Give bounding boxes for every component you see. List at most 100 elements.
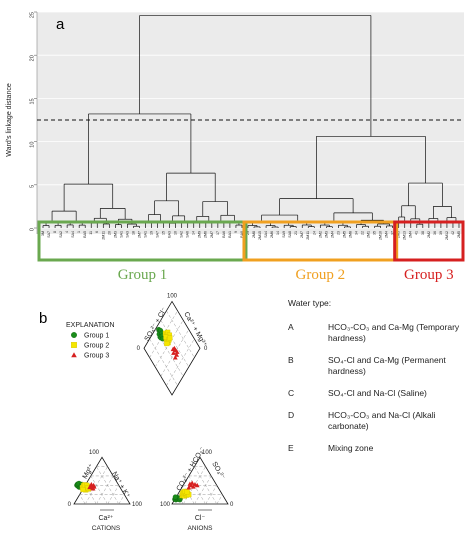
leaf-label: 2M2 xyxy=(318,231,322,238)
marker-square xyxy=(71,342,77,348)
group-label: Group 2 xyxy=(296,267,346,283)
leaf-label: 22 xyxy=(360,231,364,235)
grid-line xyxy=(118,494,125,505)
marker-triangle xyxy=(91,484,97,489)
water-type-key: A xyxy=(288,322,294,332)
dendrogram-branches xyxy=(42,15,460,228)
leaf-label: 35 xyxy=(373,231,377,235)
leaf-label: 2M5 xyxy=(342,231,346,238)
grid-line xyxy=(84,485,97,505)
group-labels: Group 1 Group 2 Group 3 xyxy=(118,267,454,283)
dendrogram-leaf-labels: 3M SA7 8 SA2 4 SA4 1 BA5 11 6 2M11 20 2M3 SA1 SA3 18 2M7… xyxy=(41,231,461,240)
diamond xyxy=(143,300,201,396)
tick-label: 100 xyxy=(202,450,213,456)
leaf-label: 2M4 xyxy=(409,231,413,238)
water-type-row-b: B SO₄-Cl and Ca-Mg (Permanent hardness) xyxy=(288,355,468,377)
leaf-label: 2M11 xyxy=(101,231,105,240)
grid-line xyxy=(160,320,190,368)
grid-line xyxy=(205,485,218,505)
leaf-label: 2M10 xyxy=(379,231,383,240)
leaf-label: 42 xyxy=(451,231,455,235)
leaf-label: SA8 xyxy=(288,231,292,238)
water-type-key: B xyxy=(288,355,294,365)
y-tick-label: 0 xyxy=(29,228,35,231)
water-type-row-c: C SO₄-Cl and Na-Cl (Saline) xyxy=(288,388,468,399)
marker-triangle xyxy=(194,482,200,488)
leaf-label: 2M15 xyxy=(258,231,262,240)
dendrogram-plot-area xyxy=(37,12,464,234)
axis-label-cl: Cl⁻ xyxy=(195,515,206,522)
leaf-label: 10 xyxy=(174,231,178,235)
water-type-key: D xyxy=(288,410,295,420)
leaf-label: BA3 xyxy=(168,231,172,238)
panel-b-label: b xyxy=(39,310,47,327)
group-label: Group 1 xyxy=(118,267,168,283)
grid-line xyxy=(79,494,86,505)
leaf-label: 39 xyxy=(439,231,443,235)
leaf-label: 19 xyxy=(149,231,153,235)
leaf-label: 36 xyxy=(433,231,437,235)
leaf-label: BA6 xyxy=(222,231,226,238)
tick-label: 100 xyxy=(167,293,178,299)
marker-triangle xyxy=(87,484,93,490)
group-box xyxy=(242,220,399,262)
group-label: Group 3 xyxy=(404,267,454,283)
leaf-label: 6 xyxy=(95,231,99,233)
y-tick-label: 15 xyxy=(29,98,35,104)
axis-label-ca: Ca²⁺ xyxy=(99,515,114,522)
legend-label: Group 1 xyxy=(84,333,109,340)
leaf-label: 37 xyxy=(391,231,395,235)
tick-label: 0 xyxy=(68,502,72,508)
leaf-label: SA2 xyxy=(180,231,184,238)
marker-triangle xyxy=(186,485,192,490)
marker-square xyxy=(184,489,190,495)
water-type-desc: HCO₃-CO₃ and Ca-Mg (Temporary hardness) xyxy=(328,322,460,343)
leaf-label: 41 xyxy=(415,231,419,235)
leaf-label: 14 xyxy=(276,231,280,235)
legend-label: Group 3 xyxy=(84,353,109,360)
leaf-label: 2M3 xyxy=(113,231,117,238)
ternary-triangle xyxy=(171,456,229,505)
leaf-label: 2M11 xyxy=(306,231,310,240)
water-type-desc: Mixing zone xyxy=(328,443,374,453)
leaf-label: SA3 xyxy=(125,231,129,238)
tick-label: 100 xyxy=(132,502,143,508)
water-type-row-d: D HCO₃-CO₃ and Na-Cl (Alkali carbonate) xyxy=(288,410,468,432)
tick-label: 100 xyxy=(89,450,100,456)
marker-triangle xyxy=(187,481,193,486)
leaf-label: 29 xyxy=(246,231,250,235)
water-type-row-a: A HCO₃-CO₃ and Ca-Mg (Temporary hardness… xyxy=(288,322,468,344)
leaf-label: 2M13 xyxy=(403,231,407,240)
tick-label: 0 xyxy=(137,346,141,352)
cations-label: CATIONS xyxy=(92,525,121,532)
marker-triangle xyxy=(171,350,176,355)
leaf-label: 4 xyxy=(65,231,69,233)
marker-square xyxy=(164,341,170,347)
leaf-label: 2M6 xyxy=(204,231,208,238)
marker-circle xyxy=(172,494,178,500)
leaf-label: 2M7 xyxy=(137,231,141,238)
leaf-label: SA9 xyxy=(282,231,286,238)
marker-triangle xyxy=(190,484,196,489)
leaf-label: SA2 xyxy=(59,231,63,238)
leaf-label: 2M7 xyxy=(300,231,304,238)
marker-triangle xyxy=(174,349,180,354)
leaf-label: 2M1 xyxy=(367,231,371,238)
leaf-label: 2M8 xyxy=(252,231,256,238)
tick-label: 0 xyxy=(204,346,208,352)
leaf-label: SA1 xyxy=(119,231,123,238)
panel-a-label: a xyxy=(56,16,65,33)
grid-line xyxy=(96,475,114,505)
leaf-label: 8 xyxy=(53,231,57,233)
water-type-desc: SO₄-Cl and Ca-Mg (Permanent hardness) xyxy=(328,355,446,376)
leaf-label: 34 xyxy=(354,231,358,235)
grid-line xyxy=(107,485,120,505)
group-box xyxy=(37,220,248,262)
dendrogram-y-ticks: 0 5 10 15 20 25 xyxy=(29,11,37,231)
y-tick-label: 20 xyxy=(29,55,35,61)
leaf-label: BA5 xyxy=(83,231,87,238)
piper-legend: Group 1 Group 2 Group 3 xyxy=(71,332,109,360)
leaf-label: SA7 xyxy=(156,231,160,238)
leaf-label: 2M9 xyxy=(198,231,202,238)
